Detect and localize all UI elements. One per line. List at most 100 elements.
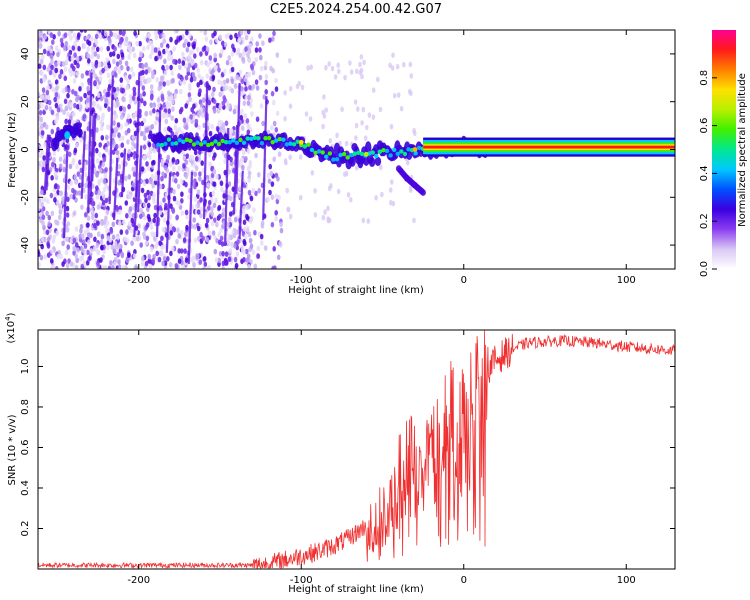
noise-cell [218, 239, 222, 246]
noise-cell [107, 265, 112, 269]
noise-cell [147, 32, 151, 39]
noise-cell [58, 209, 63, 215]
ridge-core [173, 141, 179, 146]
noise-cell [99, 95, 104, 102]
noise-cell [243, 30, 248, 36]
noise-cell [405, 159, 410, 166]
noise-cell [79, 228, 83, 234]
noise-cell [247, 57, 251, 64]
noise-cell [107, 86, 111, 92]
noise-cell [242, 256, 246, 263]
noise-cell [212, 86, 216, 93]
noise-streak [120, 148, 127, 198]
noise-cell [196, 46, 200, 53]
noise-cell [182, 163, 186, 169]
noise-cell [101, 199, 106, 206]
noise-cell [132, 52, 137, 59]
noise-cell [158, 81, 162, 87]
noise-cell [247, 189, 252, 196]
noise-cell [38, 91, 41, 97]
noise-cell [38, 165, 41, 171]
noise-cell [57, 214, 62, 221]
noise-cell [115, 61, 120, 67]
noise-cell [229, 156, 233, 163]
noise-cell [242, 238, 246, 245]
noise-cell [98, 33, 103, 40]
noise-cell [248, 84, 252, 91]
noise-cell [206, 182, 211, 189]
ridge-core [156, 142, 161, 148]
noise-cell [145, 127, 150, 133]
ridge-core [345, 155, 350, 160]
noise-cell [371, 114, 376, 120]
noise-cell [130, 145, 135, 152]
noise-cell [131, 71, 136, 78]
noise-cell [83, 92, 87, 99]
noise-cell [53, 183, 58, 190]
noise-cell [127, 174, 132, 180]
noise-cell [105, 134, 109, 141]
noise-cell [139, 213, 143, 220]
noise-cell [172, 188, 176, 195]
noise-cell [188, 82, 192, 89]
noise-cell [46, 66, 51, 73]
noise-cell [119, 77, 124, 83]
noise-cell [217, 67, 221, 73]
noise-cell [92, 246, 97, 252]
noise-cell [171, 106, 175, 112]
noise-cell [41, 54, 45, 60]
noise-cell [390, 65, 395, 71]
noise-cell [52, 34, 56, 40]
noise-cell [374, 195, 378, 201]
noise-cell [162, 197, 166, 203]
noise-cell [54, 67, 58, 74]
noise-cell [142, 45, 146, 52]
y-multiplier-base: (x10 [6, 321, 17, 344]
colorbar-tick-label: 0.4 [699, 165, 710, 181]
noise-cell [333, 74, 338, 80]
y-tick-label: 40 [20, 48, 31, 61]
noise-cell [75, 142, 79, 148]
noise-cell [38, 115, 41, 121]
noise-cell [205, 73, 210, 79]
noise-cell [153, 175, 158, 182]
noise-cell [363, 135, 368, 141]
noise-cell [168, 161, 173, 168]
noise-cell [95, 127, 99, 133]
noise-streak [262, 96, 268, 221]
noise-cell [98, 151, 102, 158]
noise-cell [258, 47, 262, 53]
noise-cell [288, 85, 293, 92]
noise-cell [230, 241, 234, 248]
noise-cell [40, 201, 44, 208]
noise-cell [54, 61, 58, 68]
noise-cell [247, 231, 252, 238]
noise-cell [86, 39, 90, 45]
y-axis-label: SNR (10 * v/v) [7, 414, 18, 485]
ridge-core [320, 150, 325, 155]
noise-cell [204, 222, 209, 229]
ridge-core [359, 151, 365, 157]
noise-cell [100, 233, 105, 240]
ridge-branch [420, 189, 426, 196]
noise-cell [222, 127, 226, 133]
y-tick-label: 0.4 [20, 480, 31, 496]
ridge-core [238, 137, 243, 143]
y-tick-label: -40 [20, 237, 31, 253]
noise-cell [192, 217, 196, 223]
ridge-core [163, 141, 168, 147]
noise-cell [150, 123, 155, 130]
noise-cell [226, 221, 230, 228]
ridge-core [259, 141, 265, 146]
noise-cell [195, 253, 200, 260]
noise-cell [159, 42, 164, 48]
noise-cell [174, 263, 179, 269]
noise-cell [115, 143, 119, 150]
noise-cell [77, 32, 81, 38]
noise-cell [166, 95, 171, 101]
noise-cell [242, 219, 247, 226]
noise-cell [72, 210, 77, 216]
ridge-core [377, 149, 383, 154]
noise-cell [268, 37, 272, 43]
